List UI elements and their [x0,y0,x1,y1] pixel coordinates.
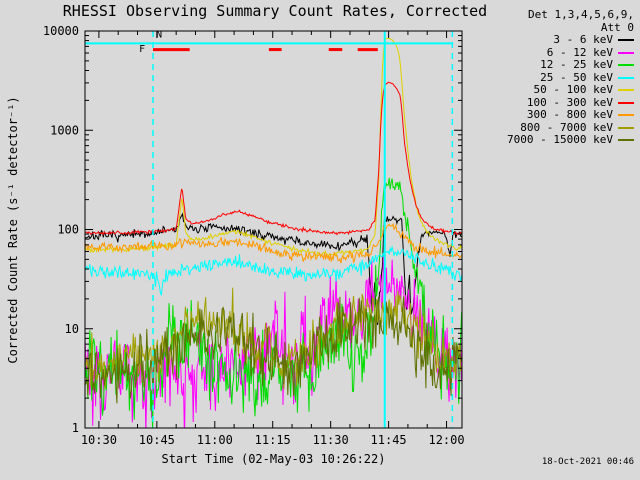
series-3-6keV [85,212,462,325]
legend-item-label: 12 - 25 keV [540,58,613,71]
legend-item: 7000 - 15000 keV [476,133,636,147]
legend-item-label: 6 - 12 keV [546,45,613,59]
legend-item: 25 - 50 keV [476,70,636,85]
legend-item: 50 - 100 keV [476,83,636,97]
legend-item: 800 - 7000 keV [476,120,636,135]
x-tick-label: 10:30 [81,433,117,447]
series-25-50keV [85,245,462,296]
chart-title: RHESSI Observing Summary Count Rates, Co… [62,2,488,20]
legend-color-dash [618,89,634,92]
series-100-300keV [85,81,462,236]
legend-color-dash [618,39,634,42]
creation-timestamp: 18-Oct-2021 00:46 [541,457,634,467]
x-tick-label: 11:15 [255,433,291,447]
legend-item-label: 300 - 800 keV [526,108,613,121]
legend-item-label: 3 - 6 keV [553,33,613,46]
x-tick-label: 10:45 [139,433,175,447]
legend-item-label: 800 - 7000 keV [520,120,613,134]
y-tick-label: 100 [57,223,79,237]
legend-color-dash [618,76,634,79]
legend-color-dash [618,139,634,142]
series-7000-15000keV [85,296,462,404]
legend-detectors-line: Det 1,3,4,5,6,9, [528,8,634,21]
legend-item: 6 - 12 keV [476,45,636,60]
x-axis-label: Start Time (02-May-03 10:26:22) [161,452,386,466]
legend-item-label: 50 - 100 keV [533,83,613,96]
legend-color-dash [618,114,634,117]
legend-item: 100 - 300 keV [476,95,636,110]
flag-label-F: F [139,44,145,55]
x-tick-label: 11:45 [371,433,407,447]
legend-entries: 3 - 6 keV 6 - 12 keV 12 - 25 keV 25 - 50 ke… [476,33,636,147]
legend-item-label: 100 - 300 keV [526,95,613,109]
legend-item-label: 25 - 50 keV [540,70,613,84]
y-tick-label: 10 [65,322,79,336]
legend-attenuator-line: Att 0 [600,21,634,34]
x-tick-label: 11:00 [197,433,233,447]
x-tick-label: 11:30 [313,433,349,447]
axes: 10:30 10:45 11:00 11:15 11:30 11:45 12:00 1 10 10… [43,24,465,447]
legend-color-dash [618,64,634,67]
series-300-800keV [85,222,462,264]
legend-item: 300 - 800 keV [476,108,636,122]
series-group [85,37,462,428]
flag-label-N: N [156,30,162,41]
legend-item-label: 7000 - 15000 keV [507,133,613,146]
legend: Det 1,3,4,5,6,9, Att 0 3 - 6 keV 6 - 12 k… [476,8,636,147]
legend-item: 3 - 6 keV [476,33,636,47]
legend-color-dash [618,51,634,54]
y-tick-label: 1000 [50,123,79,137]
y-tick-label: 1 [72,421,79,435]
legend-color-dash [618,101,634,104]
flag-group: FN [85,30,454,428]
x-tick-label: 12:00 [428,433,464,447]
y-tick-label: 10000 [43,24,79,38]
legend-item: 12 - 25 keV [476,58,636,72]
y-axis-label: Corrected Count Rate (s⁻¹ detector⁻¹) [6,96,20,364]
legend-color-dash [618,126,634,129]
series-50-100keV [85,37,462,257]
